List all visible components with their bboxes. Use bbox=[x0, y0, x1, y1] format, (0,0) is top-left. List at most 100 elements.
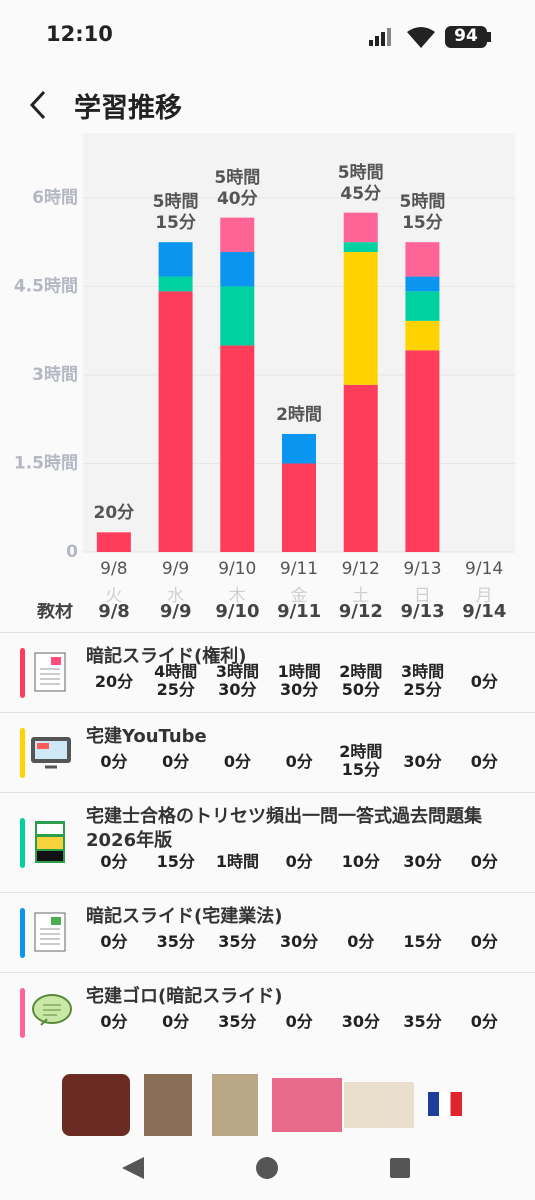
bar-segment bbox=[96, 532, 131, 552]
material-icon bbox=[31, 737, 71, 769]
table-cell: 0分 bbox=[285, 753, 313, 771]
x-tick-label: 9/14 bbox=[465, 559, 503, 579]
weekday-label: 土 bbox=[352, 586, 369, 606]
material-name: 宅建ゴロ(暗記スライド) bbox=[86, 986, 283, 1007]
y-tick-label: 0 bbox=[66, 542, 78, 562]
ad-banner[interactable] bbox=[60, 1074, 480, 1136]
nav-bar bbox=[122, 1157, 410, 1179]
table-cell: 1時間 bbox=[215, 853, 259, 871]
status-icons bbox=[369, 26, 491, 48]
total-label: 5時間 15分 bbox=[152, 192, 199, 234]
nav-back[interactable] bbox=[122, 1157, 144, 1179]
total-label: 20分 bbox=[93, 503, 135, 524]
table-cell: 0分 bbox=[162, 753, 190, 771]
color-indicator bbox=[20, 648, 25, 698]
material-icon bbox=[34, 652, 66, 692]
table-cell: 0分 bbox=[100, 853, 128, 871]
table-row: 宅建士合格のトリセツ頻出一問一答式過去問題集 2026年版 0分 15分 1時間 0分 1… bbox=[0, 792, 535, 893]
bar-segment bbox=[343, 252, 378, 385]
table-cell: 30分 bbox=[341, 1013, 380, 1031]
y-tick-label: 6時間 bbox=[32, 187, 78, 208]
weekday-label: 水 bbox=[167, 586, 184, 606]
material-name: 暗記スライド(権利) bbox=[86, 646, 247, 667]
table-cell: 0分 bbox=[162, 1013, 190, 1031]
table-cell: 0分 bbox=[100, 1013, 128, 1031]
x-tick-label: 9/12 bbox=[342, 559, 380, 579]
weekday-label: 金 bbox=[291, 586, 308, 606]
table-cell: 35分 bbox=[403, 1013, 442, 1031]
battery-level: 94 bbox=[454, 26, 478, 46]
color-indicator bbox=[20, 728, 25, 778]
page-title: 学習推移 bbox=[74, 93, 182, 124]
bar-segment bbox=[405, 276, 440, 292]
total-label: 2時間 bbox=[276, 404, 322, 425]
color-indicator bbox=[20, 988, 25, 1038]
back-button[interactable] bbox=[26, 88, 56, 122]
material-name: 宅建YouTube bbox=[86, 726, 207, 747]
bar-segment bbox=[343, 384, 378, 552]
y-tick-label: 1.5時間 bbox=[14, 452, 78, 473]
bar-segment bbox=[405, 291, 440, 321]
table-cell: 15分 bbox=[156, 853, 195, 871]
total-label: 5時間 40分 bbox=[214, 167, 261, 209]
table-header: 9/13 bbox=[400, 603, 445, 621]
table-header: 教材 bbox=[37, 603, 73, 621]
table-cell: 30分 bbox=[403, 853, 442, 871]
bar-segment bbox=[405, 350, 440, 552]
table-header: 9/11 bbox=[277, 603, 322, 621]
table-cell: 3時間 25分 bbox=[400, 663, 445, 697]
table-cell: 2時間 50分 bbox=[339, 663, 383, 697]
table-row: 暗記スライド(宅建業法) 0分 35分 35分 30分 0分 15分 0分 bbox=[0, 892, 535, 973]
table-cell: 0分 bbox=[285, 853, 313, 871]
bar-segment bbox=[405, 242, 440, 277]
weekday-label: 木 bbox=[229, 586, 246, 606]
table-cell: 0分 bbox=[347, 933, 375, 951]
bar-segment bbox=[220, 345, 255, 552]
table-cell: 0分 bbox=[470, 753, 498, 771]
table-cell: 0分 bbox=[470, 853, 498, 871]
table-cell: 35分 bbox=[156, 933, 195, 951]
table-cell: 0分 bbox=[223, 753, 251, 771]
table-header: 9/9 bbox=[159, 603, 192, 621]
bar-segment bbox=[343, 212, 378, 243]
material-icon bbox=[35, 821, 65, 863]
material-icon bbox=[34, 912, 66, 952]
nav-recent[interactable] bbox=[390, 1158, 410, 1178]
color-indicator bbox=[20, 908, 25, 958]
x-tick-label: 9/10 bbox=[218, 559, 256, 579]
nav-home[interactable] bbox=[256, 1157, 278, 1179]
bar-segment bbox=[220, 252, 255, 287]
table-cell: 1時間 30分 bbox=[277, 663, 321, 697]
bar-segment bbox=[220, 217, 255, 253]
table-row: 暗記スライド(権利) 20分 4時間 25分 3時間 30分 1時間 30分 2時間 50… bbox=[0, 632, 535, 713]
bar-segment bbox=[343, 242, 378, 253]
table-cell: 2時間 15分 bbox=[339, 743, 383, 777]
chart: 0 1.5時間 3時間 4.5時間 6時間 9/8 火 9/9 水 9/10 木 9/11 金 9/12 土… bbox=[13, 186, 515, 606]
weekday-label: 火 bbox=[105, 586, 122, 606]
table-cell: 0分 bbox=[285, 1013, 313, 1031]
weekday-label: 日 bbox=[414, 586, 431, 606]
bar-segment bbox=[282, 463, 316, 552]
table-header: 9/8 bbox=[98, 603, 130, 621]
x-tick-label: 9/8 bbox=[100, 559, 127, 579]
material-icon bbox=[32, 994, 72, 1026]
material-name: 宅建士合格のトリセツ頻出一問一答式過去問題集 2026年版 bbox=[86, 806, 482, 851]
bar-segment bbox=[158, 276, 193, 292]
bar-segment bbox=[158, 291, 193, 552]
table-cell: 3時間 30分 bbox=[215, 663, 259, 697]
table-cell: 15分 bbox=[403, 933, 442, 951]
table-cell: 0分 bbox=[470, 933, 498, 951]
status-time: 12:10 bbox=[46, 22, 113, 46]
material-name: 暗記スライド(宅建業法) bbox=[86, 906, 283, 927]
table-cell: 0分 bbox=[470, 1013, 498, 1031]
table-cell: 30分 bbox=[280, 933, 319, 951]
total-label: 5時間 45分 bbox=[337, 162, 384, 204]
y-tick-label: 3時間 bbox=[32, 364, 78, 385]
table-cell: 10分 bbox=[341, 853, 380, 871]
table-cell: 0分 bbox=[100, 753, 128, 771]
table-cell: 35分 bbox=[218, 933, 257, 951]
table-header: 9/12 bbox=[338, 603, 383, 621]
bar-segment bbox=[220, 286, 255, 346]
table-cell: 20分 bbox=[94, 673, 134, 691]
